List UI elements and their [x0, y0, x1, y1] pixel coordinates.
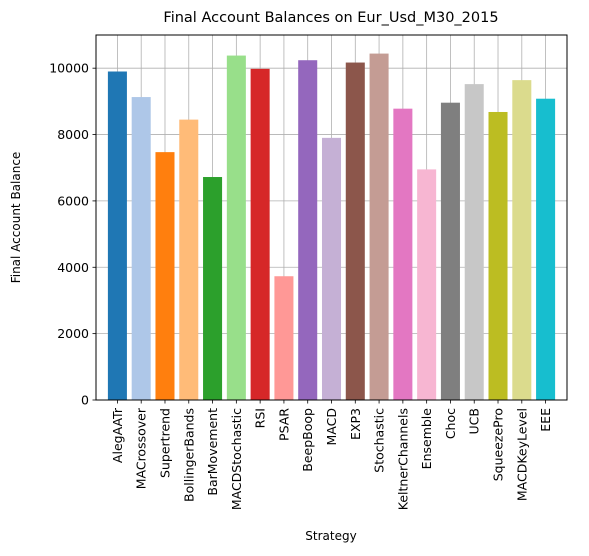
x-tick-label: MACD — [324, 408, 339, 445]
x-axis-label: Strategy — [305, 529, 356, 543]
bar-macd — [321, 137, 342, 400]
x-tick-label: Stochastic — [372, 408, 387, 473]
bar-ucb — [464, 84, 484, 400]
x-tick-label: EEE — [538, 408, 553, 432]
bar-barmovement — [203, 177, 223, 400]
bar-keltnerchannels — [393, 108, 413, 400]
x-axis-ticks: AlegAATr MACrossover Supertrend BollingerBa… — [110, 400, 553, 510]
x-tick-label: BeepBoop — [300, 408, 315, 472]
y-tick-label: 6000 — [57, 193, 89, 208]
y-tick-label: 10000 — [49, 61, 89, 76]
y-tick-label: 0 — [81, 393, 89, 408]
x-tick-label: MACDKeyLevel — [514, 408, 529, 501]
x-tick-label: MACDStochastic — [229, 408, 244, 510]
bar-macrossover — [131, 97, 151, 401]
x-tick-label: Ensemble — [419, 408, 434, 470]
bar-eee — [536, 98, 556, 400]
x-tick-label: RSI — [253, 408, 268, 428]
bar-rsi — [250, 68, 270, 400]
y-tick-label: 8000 — [57, 127, 89, 142]
chart-title: Final Account Balances on Eur_Usd_M30_20… — [163, 10, 498, 26]
bar-macdstochastic — [226, 55, 246, 401]
x-tick-label: EXP3 — [348, 408, 363, 440]
x-tick-label: MACrossover — [134, 407, 149, 489]
y-axis-ticks: 0 2000 4000 6000 8000 10000 — [49, 61, 96, 408]
bar-macdkeylevel — [512, 80, 532, 401]
bar-choc — [440, 102, 460, 400]
bar-bollingerbands — [179, 119, 199, 400]
x-tick-label: BarMovement — [205, 408, 220, 496]
bar-alegaatr — [107, 71, 127, 400]
x-tick-label: BollingerBands — [181, 408, 196, 502]
x-tick-label: PSAR — [276, 408, 291, 441]
bar-ensemble — [417, 169, 437, 400]
x-tick-label: SqueezePro — [491, 408, 506, 481]
y-tick-label: 2000 — [57, 326, 89, 341]
bar-exp3 — [345, 62, 365, 401]
x-tick-label: KeltnerChannels — [395, 408, 410, 510]
bar-stochastic — [369, 53, 389, 400]
x-tick-label: Choc — [443, 408, 458, 439]
bars — [107, 53, 556, 401]
bar-squeezepro — [488, 111, 508, 401]
bar-supertrend — [155, 152, 175, 400]
x-tick-label: UCB — [467, 408, 482, 434]
x-tick-label: AlegAATr — [110, 407, 125, 463]
bar-psar — [274, 276, 294, 400]
x-tick-label: Supertrend — [157, 408, 172, 478]
y-axis-label: Final Account Balance — [9, 152, 23, 284]
y-tick-label: 4000 — [57, 260, 89, 275]
bar-beepboop — [298, 60, 318, 401]
